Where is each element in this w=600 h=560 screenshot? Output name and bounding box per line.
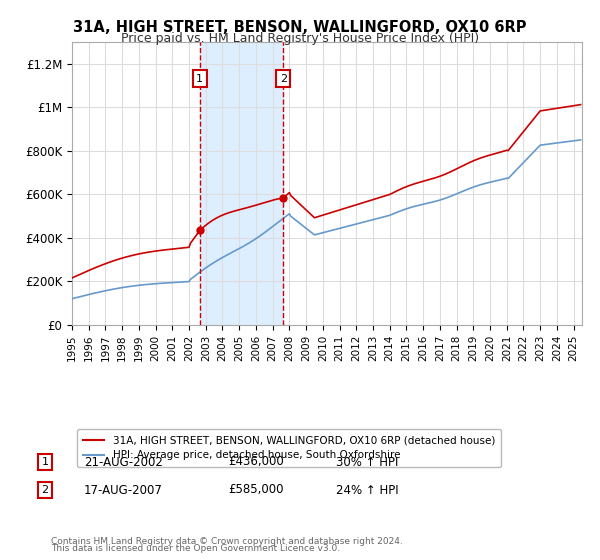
Text: Contains HM Land Registry data © Crown copyright and database right 2024.: Contains HM Land Registry data © Crown c… (51, 537, 403, 546)
Text: £585,000: £585,000 (228, 483, 284, 497)
Text: 21-AUG-2002: 21-AUG-2002 (84, 455, 163, 469)
Text: Price paid vs. HM Land Registry's House Price Index (HPI): Price paid vs. HM Land Registry's House … (121, 32, 479, 45)
Text: 24% ↑ HPI: 24% ↑ HPI (336, 483, 398, 497)
Text: 1: 1 (41, 457, 49, 467)
Text: £436,000: £436,000 (228, 455, 284, 469)
Legend: 31A, HIGH STREET, BENSON, WALLINGFORD, OX10 6RP (detached house), HPI: Average p: 31A, HIGH STREET, BENSON, WALLINGFORD, O… (77, 429, 501, 466)
Text: 17-AUG-2007: 17-AUG-2007 (84, 483, 163, 497)
Text: This data is licensed under the Open Government Licence v3.0.: This data is licensed under the Open Gov… (51, 544, 340, 553)
Text: 2: 2 (41, 485, 49, 495)
Text: 31A, HIGH STREET, BENSON, WALLINGFORD, OX10 6RP: 31A, HIGH STREET, BENSON, WALLINGFORD, O… (73, 20, 527, 35)
Bar (200, 42, 283, 325)
Text: 30% ↑ HPI: 30% ↑ HPI (336, 455, 398, 469)
Text: 2: 2 (280, 74, 287, 84)
Text: 1: 1 (196, 74, 203, 84)
